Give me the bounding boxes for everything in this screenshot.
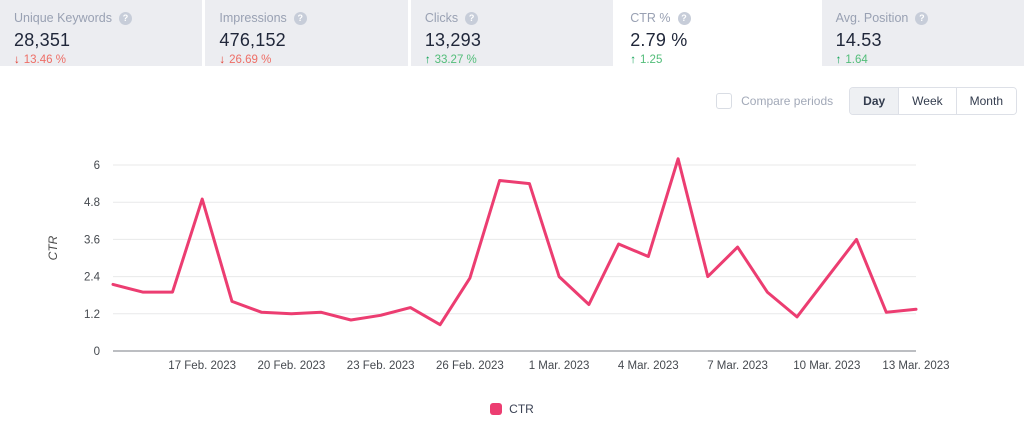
period-button-day[interactable]: Day (850, 88, 899, 114)
metric-card-header: Unique Keywords ? (14, 11, 192, 25)
metric-label: Impressions (219, 11, 287, 25)
metric-delta-value: 33.27 % (434, 54, 477, 66)
y-tick-label: 3.6 (84, 234, 100, 246)
compare-periods-toggle[interactable]: Compare periods (716, 93, 833, 109)
metric-card-unique-keywords[interactable]: Unique Keywords ? 28,351 ↓ 13.46 % (0, 0, 203, 66)
metric-value: 2.79 % (630, 30, 688, 50)
metric-value: 13,293 (424, 30, 482, 50)
x-tick-label: 4 Mar. 2023 (618, 360, 679, 372)
y-tick-label: 6 (94, 160, 100, 172)
x-tick-label: 26 Feb. 2023 (436, 360, 504, 372)
x-tick-label: 7 Mar. 2023 (707, 360, 768, 372)
x-tick-label: 1 Mar. 2023 (529, 360, 590, 372)
metric-card-header: CTR % ? (630, 11, 808, 25)
metric-cards-row: Unique Keywords ? 28,351 ↓ 13.46 % Impre… (0, 0, 1024, 88)
period-button-week[interactable]: Week (898, 88, 956, 114)
metric-delta: ↓ 13.46 % (14, 54, 192, 66)
metric-label: CTR % (630, 11, 671, 25)
y-tick-label: 1.2 (84, 309, 100, 321)
y-tick-label: 0 (94, 346, 100, 358)
chart-controls: Compare periods Day Week Month (716, 87, 1017, 115)
compare-periods-label: Compare periods (741, 94, 834, 108)
ctr-series-line[interactable] (111, 157, 918, 327)
compare-periods-checkbox[interactable] (716, 93, 733, 109)
legend-label: CTR (509, 402, 534, 416)
x-tick-label: 23 Feb. 2023 (347, 360, 415, 372)
x-tick-label: 10 Mar. 2023 (793, 360, 860, 372)
arrow-up-icon: ↑ (424, 54, 431, 66)
ctr-line-chart: 0 1.2 2.4 3.6 4.8 6 17 Feb. 2023 20 Feb. 2023 23… (46, 157, 950, 372)
metric-label: Clicks (424, 11, 459, 25)
metric-label: Avg. Position (835, 11, 909, 25)
metric-delta: ↑ 1.64 (836, 54, 1014, 66)
metric-card-header: Clicks ? (425, 11, 603, 25)
metric-card-ctr[interactable]: CTR % ? 2.79 % ↑ 1.25 (616, 0, 819, 88)
metric-card-clicks[interactable]: Clicks ? 13,293 ↑ 33.27 % (410, 0, 614, 66)
metric-delta-value: 1.64 (845, 54, 868, 66)
metric-label: Unique Keywords (14, 11, 112, 25)
x-tick-label: 20 Feb. 2023 (258, 360, 326, 372)
help-icon[interactable]: ? (293, 11, 307, 25)
help-icon[interactable]: ? (465, 11, 479, 25)
arrow-down-icon: ↓ (14, 54, 20, 66)
y-axis-title: CTR (46, 235, 60, 260)
arrow-up-icon: ↑ (835, 54, 842, 66)
period-button-month[interactable]: Month (955, 88, 1016, 114)
y-tick-label: 2.4 (84, 272, 101, 284)
metric-delta: ↓ 26.69 % (219, 54, 397, 66)
arrow-up-icon: ↑ (630, 54, 636, 66)
metric-delta-value: 1.25 (639, 54, 663, 66)
legend-swatch-ctr (490, 403, 503, 415)
metric-delta: ↑ 1.25 (630, 54, 808, 66)
metric-card-header: Avg. Position ? (836, 11, 1014, 25)
metric-card-impressions[interactable]: Impressions ? 476,152 ↓ 26.69 % (205, 0, 408, 66)
period-button-group: Day Week Month (849, 87, 1017, 115)
metric-card-header: Impressions ? (219, 11, 397, 25)
metric-delta-value: 13.46 % (23, 54, 66, 66)
chart-legend[interactable]: CTR (0, 402, 1024, 416)
metric-value: 476,152 (219, 30, 286, 50)
x-tick-label: 13 Mar. 2023 (882, 360, 949, 372)
x-tick-label: 17 Feb. 2023 (168, 360, 236, 372)
help-icon[interactable]: ? (118, 11, 132, 25)
arrow-down-icon: ↓ (219, 54, 226, 66)
metric-card-avg-position[interactable]: Avg. Position ? 14.53 ↑ 1.64 (821, 0, 1024, 66)
help-icon[interactable]: ? (677, 11, 691, 25)
metric-value: 14.53 (835, 30, 882, 50)
metric-delta: ↑ 33.27 % (425, 54, 603, 66)
metric-delta-value: 26.69 % (229, 54, 272, 66)
y-tick-label: 4.8 (84, 197, 100, 209)
help-icon[interactable]: ? (915, 11, 929, 25)
metric-value: 28,351 (14, 30, 71, 50)
